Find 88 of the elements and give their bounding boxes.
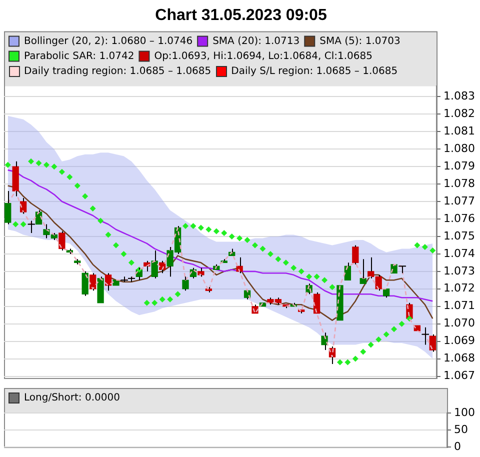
y-tick-label: 1.071 (444, 299, 476, 312)
text: Daily S/L region: 1.0685 – 1.0685 (231, 66, 398, 77)
y-tick-label: 1.075 (444, 229, 476, 242)
y-tick-label: 50 (454, 422, 468, 436)
point (43, 162, 50, 168)
point (368, 342, 374, 348)
point (98, 218, 104, 224)
candlestick (58, 230, 66, 251)
point (275, 256, 282, 262)
legend-label: Bollinger (20, 2): 1.0680 – 1.0746 (24, 36, 193, 47)
y-tick-label: 1.078 (444, 176, 476, 190)
point (74, 182, 80, 189)
y-tick-label: 1.080 (444, 142, 476, 155)
point (90, 206, 96, 212)
point (244, 236, 250, 243)
point (120, 250, 127, 257)
point (112, 242, 119, 248)
point (398, 320, 405, 327)
y-tick-label: 1.083 (444, 90, 476, 103)
candlestick (151, 250, 158, 279)
legend-label: SMA (5): 1.0703 (320, 36, 400, 47)
point (190, 222, 196, 229)
y-tick-label: 1.079 (444, 159, 476, 172)
chart-title: Chart 31.05.2023 09:05 (155, 7, 327, 24)
point (306, 274, 312, 280)
point (329, 284, 336, 290)
point (376, 336, 382, 343)
point (221, 230, 228, 236)
point (182, 222, 188, 229)
point (4, 162, 11, 168)
point (322, 277, 328, 284)
point (414, 242, 420, 248)
point (206, 226, 212, 232)
y-tick-label: 1.082 (444, 107, 476, 120)
y-tick-label: 1.072 (444, 282, 476, 295)
y-tick-label: 1.068 (444, 352, 476, 365)
point (391, 326, 398, 332)
point (105, 232, 112, 238)
y-tick-label: 100 (454, 406, 476, 419)
legend-label: Op:1.0693, Hi:1.0694, Lo:1.0684, Cl:1.0685 (154, 50, 373, 62)
y-tick-label: 1.067 (444, 369, 476, 382)
point (314, 274, 320, 280)
legend-label: Long/Short: 0.0000 (24, 392, 120, 404)
point (159, 296, 166, 302)
point (383, 331, 390, 338)
candlestick (74, 258, 81, 265)
point (58, 168, 65, 175)
point (290, 264, 297, 271)
y-tick-label: 1.081 (444, 124, 476, 138)
point (20, 221, 26, 228)
candlestick (352, 244, 359, 265)
point (344, 359, 351, 366)
point (174, 291, 181, 298)
point (66, 174, 73, 180)
y-tick-label: 1.077 (444, 194, 476, 208)
point (167, 296, 174, 302)
point (360, 348, 366, 355)
y-tick-label: 1.069 (444, 334, 476, 348)
y-tick-label: 1.076 (444, 212, 476, 225)
point (51, 164, 58, 170)
point (12, 221, 19, 228)
point (282, 260, 289, 266)
point (260, 246, 266, 252)
point (430, 247, 436, 254)
point (252, 242, 258, 248)
y-tick-label: 1.073 (444, 264, 476, 278)
point (36, 160, 42, 166)
point (28, 158, 34, 164)
legend-label: SMA (20): 1.0713 (212, 36, 300, 47)
point (82, 193, 88, 200)
point (228, 233, 235, 240)
y-tick-label: 0 (454, 440, 462, 453)
point (144, 300, 150, 306)
y-tick-label: 1.074 (444, 246, 476, 260)
point (128, 260, 134, 266)
point (152, 300, 158, 306)
point (213, 228, 220, 234)
text: Daily trading region: 1.0685 – 1.0685 (24, 66, 212, 77)
point (298, 268, 304, 274)
point (236, 235, 243, 242)
point (352, 356, 358, 362)
point (198, 224, 204, 231)
y-tick-label: 1.070 (444, 316, 476, 330)
legend-label: Parabolic SAR: 1.0742 (24, 50, 134, 62)
candlestick (12, 160, 19, 197)
point (267, 250, 274, 257)
point (422, 244, 428, 250)
point (336, 359, 343, 366)
